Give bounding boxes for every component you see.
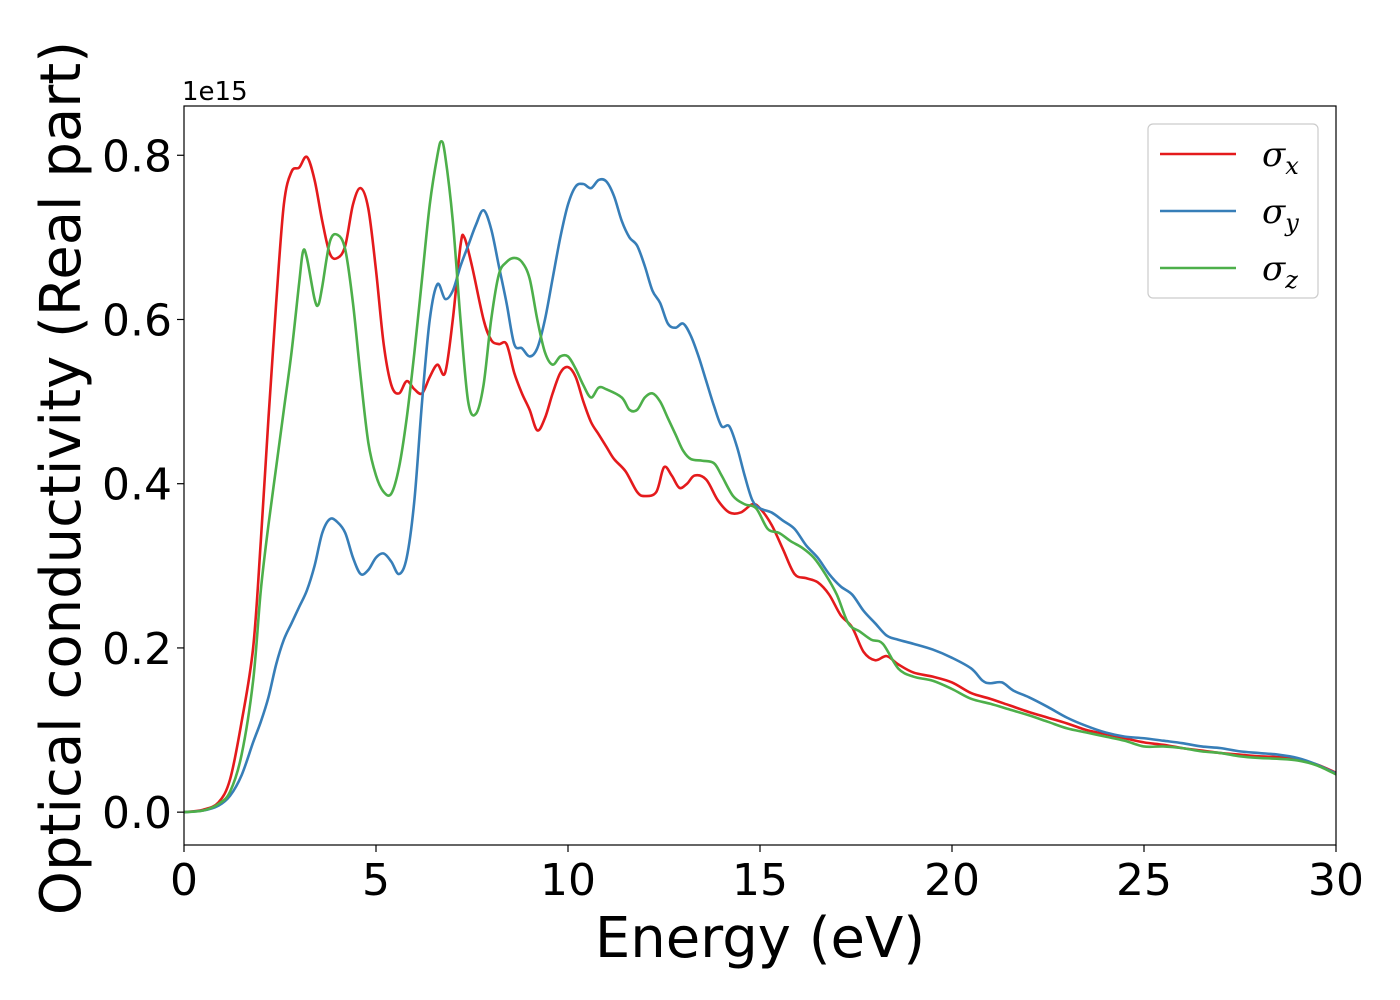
x-tick-label: 5 (362, 855, 390, 906)
x-tick-label: 0 (170, 855, 198, 906)
x-tick-label: 15 (732, 855, 788, 906)
x-axis: 0 5 10 15 20 25 30 (170, 845, 1364, 906)
x-tick-label: 25 (1116, 855, 1172, 906)
y-tick-label: 0.0 (102, 788, 172, 839)
y-tick-label: 0.6 (102, 295, 172, 346)
legend-label-y: σy (1262, 192, 1299, 237)
legend: σx σy σz (1147, 123, 1319, 299)
y-offset-label: 1e15 (182, 77, 248, 107)
series-line-y (184, 177, 1336, 814)
y-axis-title: Optical conductivity (Real part) (29, 41, 94, 915)
x-axis-title: Energy (eV) (595, 906, 925, 971)
legend-label-z: σz (1262, 249, 1298, 294)
y-axis: 0.0 0.2 0.4 0.6 0.8 (102, 131, 184, 839)
legend-label-x: σx (1262, 135, 1299, 180)
x-tick-label: 30 (1308, 855, 1364, 906)
x-tick-label: 20 (924, 855, 980, 906)
series-layer (184, 140, 1336, 814)
series-line-x (184, 155, 1336, 814)
y-tick-label: 0.2 (102, 624, 172, 675)
series-line-z (184, 140, 1336, 814)
y-tick-label: 0.8 (102, 131, 172, 182)
x-tick-label: 10 (540, 855, 596, 906)
y-tick-label: 0.4 (102, 460, 172, 511)
